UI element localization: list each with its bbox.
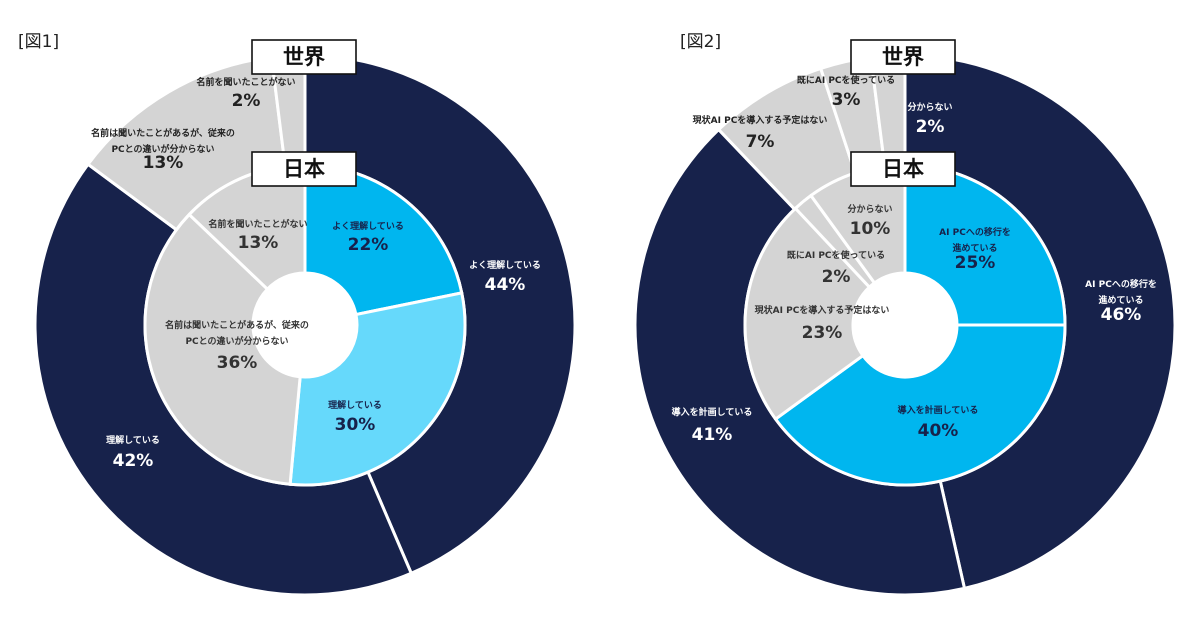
chart1-inner-value-label-3: 13% — [238, 233, 279, 253]
chart1-outer-ring-tag: 世界 — [283, 45, 325, 69]
chart2-inner-ring-tag-box — [850, 151, 956, 187]
chart1-outer-value-label-2: 13% — [143, 153, 184, 173]
chart1-center-hole — [253, 273, 357, 377]
chart1-inner-ring-tag: 日本 — [283, 157, 325, 181]
chart2-inner-category-label-0: AI PCへの移行を — [939, 226, 1011, 238]
chart1-outer-value-label-0: 44% — [485, 275, 526, 295]
chart2-inner-ring-tag: 日本 — [882, 157, 924, 181]
figure-label-1: [図1] — [18, 32, 59, 52]
chart2-inner-category-label-1: 導入を計画している — [898, 404, 979, 416]
chart2-inner-category-label-4: 分からない — [847, 203, 892, 215]
chart2-outer-category-label-3: 既にAI PCを使っている — [797, 74, 895, 86]
chart1-outer-category-label-2: 名前は聞いたことがあるが、従来の — [91, 127, 235, 139]
chart2-outer-category-label-0: 進めている — [1098, 294, 1143, 306]
chart1-inner-value-label-2: 36% — [217, 353, 258, 373]
chart1-outer-value-label-3: 2% — [232, 91, 261, 111]
chart2-outer-ring-tag-box — [850, 39, 956, 75]
chart1-outer-category-label-2: PCとの違いが分からない — [111, 143, 214, 155]
chart2-outer-value-label-0: 46% — [1101, 305, 1142, 325]
chart2-outer-value-label-1: 41% — [692, 425, 733, 445]
chart2-outer-value-label-2: 7% — [746, 132, 775, 152]
figure-label-2: [図2] — [680, 32, 721, 52]
chart2-inner-value-label-4: 10% — [850, 219, 891, 239]
chart2-inner-category-label-3: 既にAI PCを使っている — [787, 249, 885, 261]
chart1-outer-category-label-1: 理解している — [106, 434, 160, 446]
chart2-inner-value-label-3: 2% — [822, 267, 851, 287]
chart1-outer-category-label-3: 名前を聞いたことがない — [196, 76, 295, 88]
chart2-inner-value-label-0: 25% — [955, 253, 996, 273]
chart2-inner-category-label-0: 進めている — [952, 242, 997, 254]
chart1-inner-value-label-0: 22% — [348, 235, 389, 255]
chart2-outer-value-label-3: 3% — [832, 90, 861, 110]
chart1-inner-category-label-2: 名前は聞いたことがあるが、従来の — [165, 319, 309, 331]
chart2-inner-value-label-2: 23% — [802, 323, 843, 343]
chart2-outer-category-label-0: AI PCへの移行を — [1085, 278, 1157, 290]
chart2-inner-category-label-2: 現状AI PCを導入する予定はない — [755, 304, 890, 316]
chart1-inner-category-label-1: 理解している — [328, 399, 382, 411]
chart1-inner-slice-2 — [143, 212, 302, 486]
chart2-outer-category-label-2: 現状AI PCを導入する予定はない — [693, 114, 828, 126]
chart2-outer-ring-tag: 世界 — [882, 45, 924, 69]
chart1-inner-category-label-3: 名前を聞いたことがない — [208, 218, 307, 230]
chart1-outer-category-label-0: よく理解している — [469, 259, 541, 271]
chart1-inner-ring-tag-box — [251, 151, 357, 187]
chart2-center-hole — [853, 273, 957, 377]
chart1-outer-value-label-1: 42% — [113, 451, 154, 471]
chart2-outer-category-label-4: 分からない — [907, 101, 952, 113]
chart1-inner-category-label-0: よく理解している — [332, 220, 404, 232]
chart2-inner-value-label-1: 40% — [918, 421, 959, 441]
chart1-inner-value-label-1: 30% — [335, 415, 376, 435]
chart1-outer-ring-tag-box — [251, 39, 357, 75]
chart1-inner-category-label-2: PCとの違いが分からない — [185, 335, 288, 347]
chart2-outer-value-label-4: 2% — [916, 117, 945, 137]
chart2-outer-category-label-1: 導入を計画している — [672, 406, 753, 418]
